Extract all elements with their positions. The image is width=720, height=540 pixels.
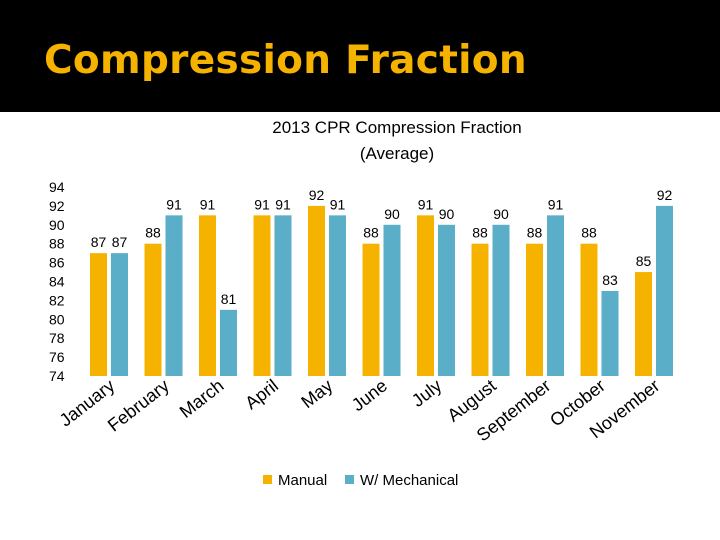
bar-manual-february (144, 243, 162, 376)
legend-label-mechanical: W/ Mechanical (360, 472, 458, 489)
x-tick-label: May (297, 375, 336, 412)
data-label: 88 (145, 225, 161, 241)
bar-manual-march (199, 215, 216, 376)
bar-manual-june (362, 243, 380, 376)
data-label: 88 (363, 225, 379, 241)
data-label: 85 (636, 253, 652, 269)
bar-manual-november (635, 272, 652, 376)
chart-title: 2013 CPR Compression Fraction (272, 118, 521, 137)
y-tick-label: 82 (49, 292, 65, 308)
y-tick-label: 90 (49, 217, 65, 233)
bar-mechanical-november (656, 205, 673, 376)
value-labels: 87 87 88 91 91 81 91 91 92 91 88 90 91 90 88 90 88 91 88 83… (91, 187, 673, 307)
data-label: 91 (200, 196, 216, 212)
data-label: 90 (493, 206, 509, 222)
y-tick-label: 78 (49, 330, 65, 346)
data-label: 88 (581, 225, 597, 241)
y-tick-label: 92 (49, 198, 65, 214)
bar-manual-april (253, 215, 271, 376)
legend-label-manual: Manual (278, 472, 327, 489)
title-bar (0, 0, 720, 112)
legend-swatch-manual (263, 475, 272, 484)
y-tick-label: 74 (49, 368, 65, 384)
y-axis: 94 92 90 88 86 84 82 80 78 76 74 (49, 179, 65, 384)
data-label: 83 (602, 272, 618, 288)
x-tick-label: April (241, 375, 282, 413)
data-label: 91 (548, 196, 564, 212)
bar-mechanical-july (438, 224, 455, 376)
y-tick-label: 80 (49, 311, 65, 327)
bar-mechanical-september (547, 215, 564, 376)
data-label: 90 (384, 206, 400, 222)
x-tick-label: March (176, 375, 228, 422)
data-label: 87 (112, 234, 128, 250)
y-tick-label: 84 (49, 274, 65, 290)
legend-swatch-mechanical (345, 475, 354, 484)
data-label: 92 (309, 187, 325, 203)
legend: Manual W/ Mechanical (263, 472, 458, 489)
bars (90, 205, 673, 376)
compression-fraction-chart: 2013 CPR Compression Fraction (Average) … (49, 118, 673, 489)
bar-mechanical-october (601, 290, 619, 376)
bar-mechanical-march (220, 309, 237, 376)
bar-manual-january (90, 253, 107, 376)
data-label: 92 (657, 187, 673, 203)
data-label: 81 (221, 291, 237, 307)
y-tick-label: 88 (49, 236, 65, 252)
y-tick-label: 86 (49, 255, 65, 271)
slide-title: Compression Fraction (44, 38, 527, 83)
bar-manual-october (580, 243, 598, 376)
bar-mechanical-june (383, 224, 401, 376)
x-tick-label: February (104, 375, 173, 435)
chart-subtitle: (Average) (360, 144, 434, 163)
bar-manual-september (526, 243, 543, 376)
y-tick-label: 94 (49, 179, 65, 195)
data-label: 90 (439, 206, 455, 222)
bar-mechanical-january (111, 253, 128, 376)
bar-manual-august (471, 243, 489, 376)
bar-mechanical-april (274, 215, 292, 376)
x-tick-label: June (348, 375, 391, 415)
data-label: 88 (472, 225, 488, 241)
data-label: 91 (166, 196, 182, 212)
bar-mechanical-february (165, 215, 183, 376)
x-tick-label: July (408, 375, 446, 410)
bar-manual-july (417, 215, 434, 376)
data-label: 91 (254, 196, 270, 212)
data-label: 87 (91, 234, 107, 250)
bar-manual-may (308, 205, 325, 376)
data-label: 88 (527, 225, 543, 241)
data-label: 91 (330, 196, 346, 212)
bar-mechanical-august (492, 224, 510, 376)
bar-mechanical-may (329, 215, 346, 376)
data-label: 91 (275, 196, 291, 212)
data-label: 91 (418, 196, 434, 212)
y-tick-label: 76 (49, 349, 65, 365)
